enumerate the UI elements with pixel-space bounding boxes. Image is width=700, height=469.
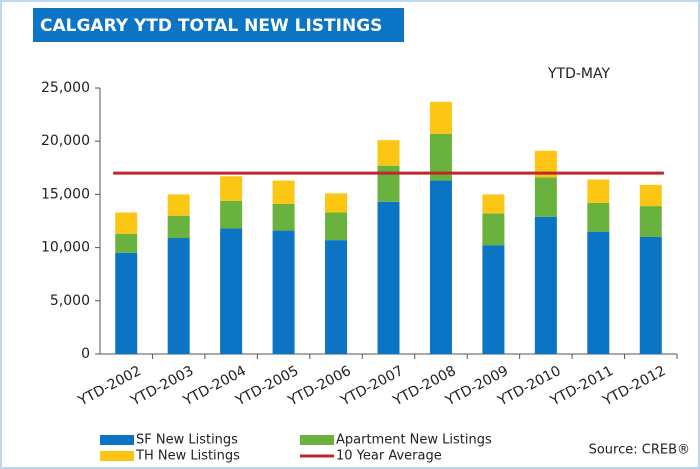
y-tick-label: 5,000 (50, 293, 90, 309)
bar-segment (115, 212, 138, 234)
title-box (33, 8, 404, 42)
bar-segment (429, 101, 452, 134)
bar-segment (115, 252, 138, 354)
bar-segment (587, 179, 610, 203)
bar-segment (534, 150, 557, 178)
bar-segment (429, 180, 452, 354)
bar-segment (325, 240, 348, 354)
bar-segment (377, 165, 400, 202)
bar-segment (534, 177, 557, 217)
chart-title: CALGARY YTD TOTAL NEW LISTINGS (40, 16, 382, 36)
bar-segment (587, 231, 610, 354)
annotation: YTD-MAY (547, 66, 611, 82)
bar-segment (482, 213, 505, 246)
y-tick-label: 0 (81, 346, 90, 362)
bar-segment (482, 194, 505, 214)
y-tick-label: 25,000 (41, 80, 90, 96)
y-tick-label: 20,000 (41, 133, 90, 149)
bar-segment (167, 215, 190, 239)
y-tick-label: 10,000 (41, 240, 90, 256)
legend-label: Apartment New Listings (336, 433, 492, 448)
legend-swatch (300, 435, 334, 445)
legend-label: TH New Listings (135, 449, 240, 464)
bar-segment (325, 193, 348, 213)
bar-segment (534, 216, 557, 354)
source: Source: CREB® (589, 443, 690, 458)
bar-segment (272, 180, 295, 204)
bar-segment (639, 206, 662, 237)
bar-segment (587, 202, 610, 232)
bar-segment (377, 140, 400, 166)
bar-segment (167, 238, 190, 354)
bar-segment (639, 184, 662, 207)
bar-segment (272, 230, 295, 354)
legend-label: 10 Year Average (336, 449, 442, 464)
bar-segment (272, 203, 295, 231)
bar-segment (325, 212, 348, 241)
y-tick-label: 15,000 (41, 186, 90, 202)
legend-swatch (100, 451, 134, 461)
bar-segment (220, 200, 243, 229)
bar-segment (482, 245, 505, 354)
bar-segment (167, 194, 190, 216)
legend-label: SF New Listings (136, 433, 238, 448)
legend-swatch (100, 435, 134, 445)
bar-segment (220, 228, 243, 354)
bar-segment (639, 236, 662, 354)
bar-segment (115, 233, 138, 253)
bar-segment (429, 133, 452, 181)
bar-segment (220, 176, 243, 201)
bar-segment (377, 201, 400, 354)
